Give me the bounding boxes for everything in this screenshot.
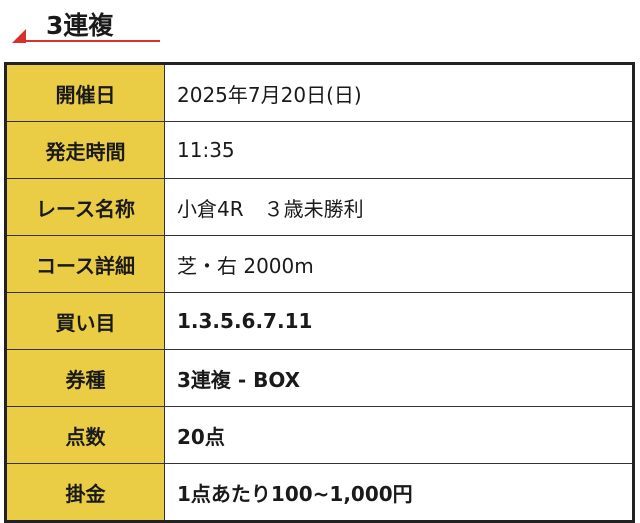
row-label: 発走時間 xyxy=(5,121,165,179)
row-value: 3連複 - BOX xyxy=(164,349,634,407)
row-label: 点数 xyxy=(5,406,165,464)
table-row-stake: 掛金 1点あたり100~1,000円 xyxy=(5,463,634,522)
section-heading: 3連複 xyxy=(46,11,114,40)
race-info-table: 開催日 2025年7月20日(日) 発走時間 11:35 レース名称 小倉4R ３歳未… xyxy=(4,62,635,523)
row-label: コース詳細 xyxy=(5,235,165,293)
row-value: 11:35 xyxy=(164,121,634,179)
row-label: 掛金 xyxy=(5,463,165,522)
row-value: 1点あたり100~1,000円 xyxy=(164,463,634,522)
row-value: 小倉4R ３歳未勝利 xyxy=(164,178,634,236)
heading-triangle-decoration xyxy=(12,29,26,43)
row-value: 20点 xyxy=(164,406,634,464)
row-value: 2025年7月20日(日) xyxy=(164,63,634,122)
row-label: 買い目 xyxy=(5,292,165,350)
row-label: 券種 xyxy=(5,349,165,407)
table-row-picks: 買い目 1.3.5.6.7.11 xyxy=(5,292,634,350)
row-label: レース名称 xyxy=(5,178,165,236)
table-row-race-name: レース名称 小倉4R ３歳未勝利 xyxy=(5,178,634,236)
table-row-date: 開催日 2025年7月20日(日) xyxy=(5,63,634,122)
table-row-course: コース詳細 芝・右 2000m xyxy=(5,235,634,293)
row-value: 1.3.5.6.7.11 xyxy=(164,292,634,350)
table-row-start-time: 発走時間 11:35 xyxy=(5,121,634,179)
heading-underline xyxy=(26,40,160,42)
table-row-bet-type: 券種 3連複 - BOX xyxy=(5,349,634,407)
row-value: 芝・右 2000m xyxy=(164,235,634,293)
row-label: 開催日 xyxy=(5,63,165,122)
table-row-points: 点数 20点 xyxy=(5,406,634,464)
